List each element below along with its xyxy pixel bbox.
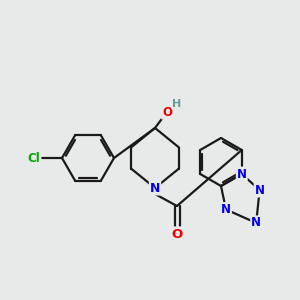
Text: N: N [237,167,247,181]
Text: Cl: Cl [28,152,40,164]
Text: O: O [171,227,183,241]
Text: N: N [150,182,160,194]
Text: N: N [251,216,261,230]
Text: H: H [172,99,182,109]
Text: O: O [162,106,172,118]
Text: N: N [255,184,265,196]
Text: N: N [221,203,231,216]
